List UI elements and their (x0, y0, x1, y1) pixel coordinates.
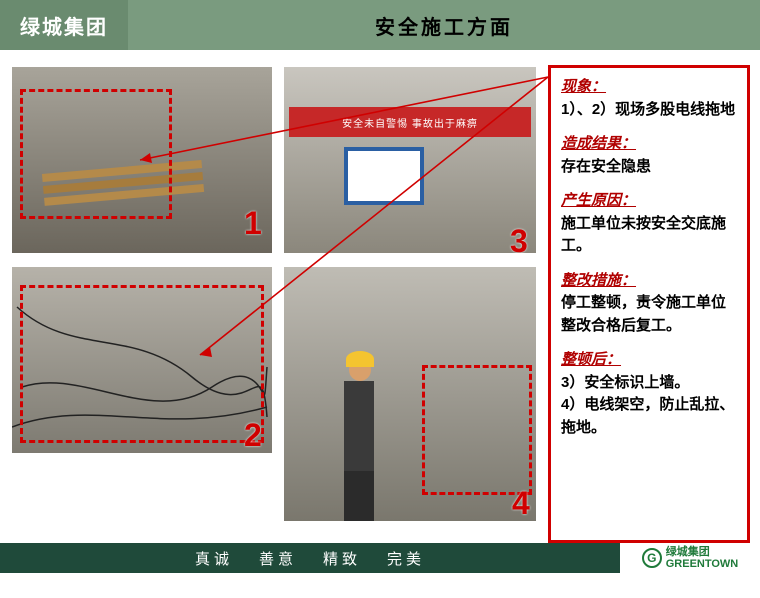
section-phenomenon: 现象： 1）、2）现场多股电线拖地 (561, 76, 737, 121)
section-measure: 整改措施： 停工整顿，责令施工单位整改合格后复工。 (561, 270, 737, 338)
logo-text-cn: 绿城集团 (666, 546, 739, 558)
section-result: 造成结果： 存在安全隐患 (561, 133, 737, 178)
photo-2 (12, 267, 272, 453)
label-cause: 产生原因： (561, 192, 636, 209)
footer-value-4: 完美 (387, 548, 425, 569)
body-result: 存在安全隐患 (561, 158, 651, 175)
body-phenomenon: 1）、2）现场多股电线拖地 (561, 101, 735, 118)
page-title: 安全施工方面 (128, 0, 760, 50)
logo-text-en: GREENTOWN (666, 558, 739, 570)
section-after: 整顿后： 3）安全标识上墙。 4）电线架空，防止乱拉、拖地。 (561, 349, 737, 439)
worker-figure (324, 341, 394, 521)
photo-4 (284, 267, 536, 521)
brand-box: 绿城集团 (0, 0, 128, 50)
photo-number-4: 4 (512, 485, 530, 522)
observations-panel: 现象： 1）、2）现场多股电线拖地 造成结果： 存在安全隐患 产生原因： 施工单… (548, 65, 750, 543)
photo-number-1: 1 (244, 205, 262, 242)
body-after-a: 3）安全标识上墙。 (561, 374, 689, 391)
label-phenomenon: 现象： (561, 78, 606, 95)
photo-grid: 安全未自警惕 事故出于麻痹 1 2 3 4 (12, 67, 532, 557)
photo-1 (12, 67, 272, 253)
header-bar: 绿城集团 安全施工方面 (0, 0, 760, 50)
body-measure: 停工整顿，责令施工单位整改合格后复工。 (561, 294, 726, 334)
section-cause: 产生原因： 施工单位未按安全交底施工。 (561, 190, 737, 258)
footer-value-1: 真诚 (195, 548, 233, 569)
footer-bar: 真诚 善意 精致 完美 G 绿城集团 GREENTOWN (0, 543, 760, 573)
footer-value-2: 善意 (259, 548, 297, 569)
photo-number-2: 2 (244, 417, 262, 454)
body-cause: 施工单位未按安全交底施工。 (561, 215, 726, 255)
footer-value-3: 精致 (323, 548, 361, 569)
label-after: 整顿后： (561, 351, 621, 368)
body-after-b: 4）电线架空，防止乱拉、拖地。 (561, 396, 734, 436)
photo-number-3: 3 (510, 223, 528, 260)
footer-values: 真诚 善意 精致 完美 (0, 548, 620, 569)
safety-board (344, 147, 424, 205)
footer-logo: G 绿城集团 GREENTOWN (620, 543, 760, 573)
label-measure: 整改措施： (561, 272, 636, 289)
label-result: 造成结果： (561, 135, 636, 152)
content-area: 安全未自警惕 事故出于麻痹 1 2 3 4 现象： 1）、2）现场多股电线拖地 … (0, 55, 760, 543)
logo-mark-icon: G (642, 548, 662, 568)
safety-banner: 安全未自警惕 事故出于麻痹 (289, 107, 531, 137)
logo-text: 绿城集团 GREENTOWN (666, 546, 739, 570)
photo-3: 安全未自警惕 事故出于麻痹 (284, 67, 536, 253)
